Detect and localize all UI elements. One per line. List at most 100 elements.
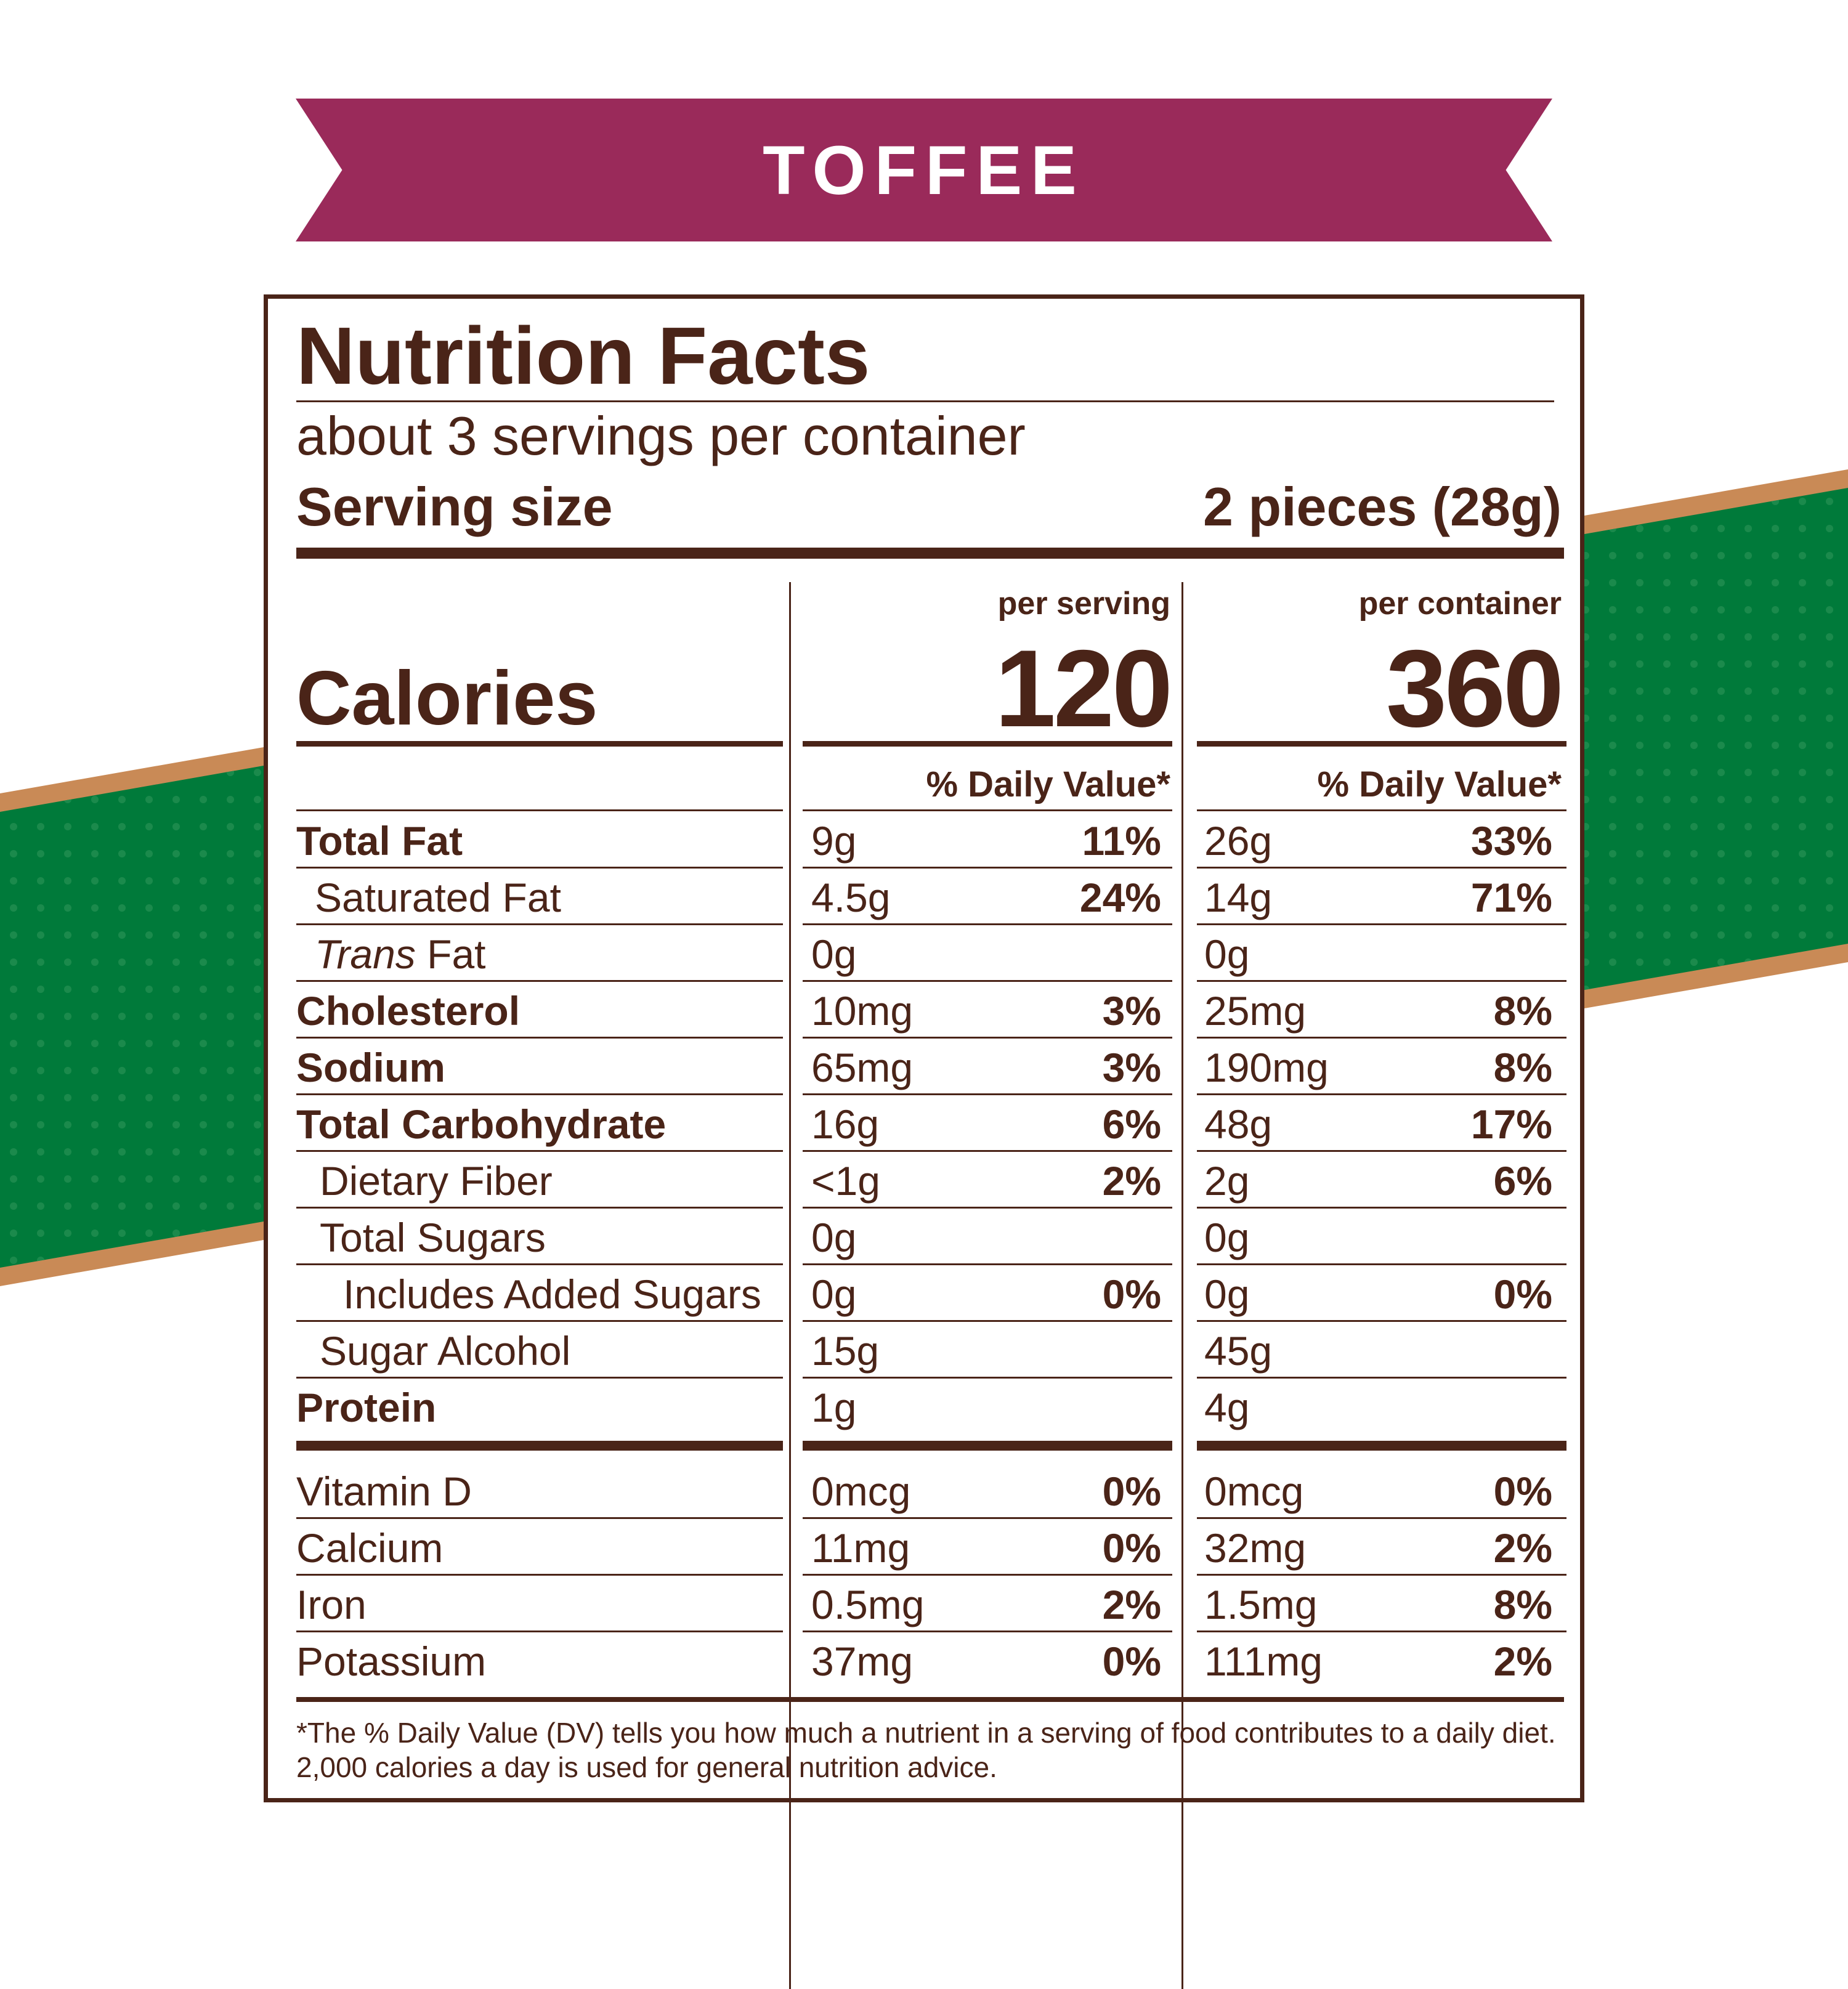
calories-bar-2 bbox=[803, 741, 1172, 747]
container-dv: 2% bbox=[1493, 1525, 1552, 1571]
row-divider bbox=[803, 1037, 1172, 1039]
container-dv: 17% bbox=[1470, 1101, 1552, 1147]
row-divider bbox=[803, 1377, 1172, 1379]
row-divider bbox=[296, 1150, 783, 1152]
container-dv: 8% bbox=[1493, 1045, 1552, 1090]
row-divider bbox=[296, 1630, 783, 1632]
container-amount: 111mg bbox=[1204, 1639, 1323, 1684]
row-divider bbox=[1197, 1630, 1566, 1632]
row-divider bbox=[296, 1093, 783, 1095]
panel-title: Nutrition Facts bbox=[296, 310, 870, 401]
serving-dv: 6% bbox=[1102, 1101, 1161, 1147]
row-divider bbox=[803, 1320, 1172, 1322]
serving-dv: 3% bbox=[1102, 1045, 1161, 1090]
flavor-ribbon: TOFFEE bbox=[296, 99, 1552, 241]
serving-dv: 0% bbox=[1102, 1271, 1161, 1317]
row-divider bbox=[296, 809, 783, 811]
serving-size-label: Serving size bbox=[296, 476, 613, 537]
serving-dv: 2% bbox=[1102, 1582, 1161, 1627]
row-divider bbox=[803, 1517, 1172, 1519]
serving-amount: 11mg bbox=[811, 1525, 910, 1571]
nutrient-name: Cholesterol bbox=[296, 988, 521, 1034]
row-divider bbox=[1197, 1263, 1566, 1265]
row-divider bbox=[296, 1207, 783, 1209]
row-divider bbox=[1197, 1517, 1566, 1519]
serving-amount: 0g bbox=[811, 1271, 857, 1317]
nutrient-name: Saturated Fat bbox=[315, 875, 561, 920]
container-amount: 25mg bbox=[1204, 988, 1307, 1034]
row-divider bbox=[803, 1093, 1172, 1095]
nutrient-name: Includes Added Sugars bbox=[343, 1271, 761, 1317]
row-divider bbox=[296, 1517, 783, 1519]
row-divider bbox=[1197, 1037, 1566, 1039]
serving-dv: 2% bbox=[1102, 1158, 1161, 1204]
servings-per-container: about 3 servings per container bbox=[296, 405, 1026, 466]
row-divider bbox=[296, 1441, 783, 1451]
serving-amount: 1g bbox=[811, 1385, 857, 1430]
row-divider bbox=[803, 1574, 1172, 1576]
calories-per-container: 360 bbox=[1386, 627, 1564, 750]
row-divider bbox=[1197, 1320, 1566, 1322]
row-divider bbox=[1197, 1207, 1566, 1209]
row-divider bbox=[803, 923, 1172, 925]
container-amount: 0g bbox=[1204, 1215, 1250, 1260]
serving-dv: 11% bbox=[1082, 818, 1161, 864]
title-divider bbox=[296, 400, 1554, 402]
column-divider-1 bbox=[789, 582, 791, 1989]
calories-bar-1 bbox=[296, 741, 783, 747]
container-dv: 0% bbox=[1493, 1468, 1552, 1514]
serving-dv: 0% bbox=[1102, 1525, 1161, 1571]
serving-dv: 0% bbox=[1102, 1468, 1161, 1514]
nutrient-name: Potassium bbox=[296, 1639, 487, 1684]
serving-dv: 0% bbox=[1102, 1639, 1161, 1684]
row-divider bbox=[296, 1320, 783, 1322]
row-divider bbox=[296, 1037, 783, 1039]
row-divider bbox=[296, 1574, 783, 1576]
container-amount: 190mg bbox=[1204, 1045, 1329, 1090]
nutrient-name: Vitamin D bbox=[296, 1468, 472, 1514]
serving-amount: 9g bbox=[811, 818, 857, 864]
container-dv: 6% bbox=[1493, 1158, 1552, 1204]
serving-amount: 16g bbox=[811, 1101, 880, 1147]
container-amount: 0g bbox=[1204, 1271, 1250, 1317]
container-dv: 8% bbox=[1493, 988, 1552, 1034]
container-amount: 4g bbox=[1204, 1385, 1250, 1430]
row-divider bbox=[803, 1207, 1172, 1209]
container-amount: 32mg bbox=[1204, 1525, 1307, 1571]
nutrient-name: Total Carbohydrate bbox=[296, 1101, 667, 1147]
container-amount: 2g bbox=[1204, 1158, 1250, 1204]
row-divider bbox=[1197, 1377, 1566, 1379]
row-divider bbox=[1197, 809, 1566, 811]
serving-dv: 3% bbox=[1102, 988, 1161, 1034]
row-divider bbox=[803, 1263, 1172, 1265]
serving-dv: 24% bbox=[1079, 875, 1161, 920]
serving-amount: 0.5mg bbox=[811, 1582, 925, 1627]
nutrient-name: Iron bbox=[296, 1582, 367, 1627]
nutrient-name: Trans Fat bbox=[315, 926, 486, 982]
container-amount: 0g bbox=[1204, 931, 1250, 977]
row-divider bbox=[803, 867, 1172, 869]
calories-label: Calories bbox=[296, 656, 598, 741]
daily-value-footnote: *The % Daily Value (DV) tells you how mu… bbox=[296, 1717, 1556, 1783]
serving-amount: 15g bbox=[811, 1328, 880, 1374]
row-divider bbox=[1197, 1574, 1566, 1576]
serving-size-value: 2 pieces (28g) bbox=[1202, 476, 1562, 537]
per-container-label: per container bbox=[1358, 586, 1562, 622]
nutrient-name: Protein bbox=[296, 1385, 437, 1430]
nutrient-name-rest: Fat bbox=[415, 931, 486, 977]
nutrient-name: Calcium bbox=[296, 1525, 444, 1571]
nutrient-name: Sugar Alcohol bbox=[320, 1328, 571, 1374]
serving-size-bar bbox=[296, 548, 1564, 559]
row-divider bbox=[803, 809, 1172, 811]
dv-header-container: % Daily Value* bbox=[1317, 764, 1562, 804]
column-divider-2 bbox=[1181, 582, 1183, 1989]
calories-bar-3 bbox=[1197, 741, 1566, 747]
nutrient-name: Dietary Fiber bbox=[320, 1158, 553, 1204]
serving-amount: 0g bbox=[811, 1215, 857, 1260]
serving-amount: 65mg bbox=[811, 1045, 914, 1090]
serving-amount: 37mg bbox=[811, 1639, 914, 1684]
serving-amount: 0mcg bbox=[811, 1468, 911, 1514]
container-amount: 45g bbox=[1204, 1328, 1273, 1374]
flavor-title: TOFFEE bbox=[763, 131, 1085, 209]
container-dv: 2% bbox=[1493, 1639, 1552, 1684]
